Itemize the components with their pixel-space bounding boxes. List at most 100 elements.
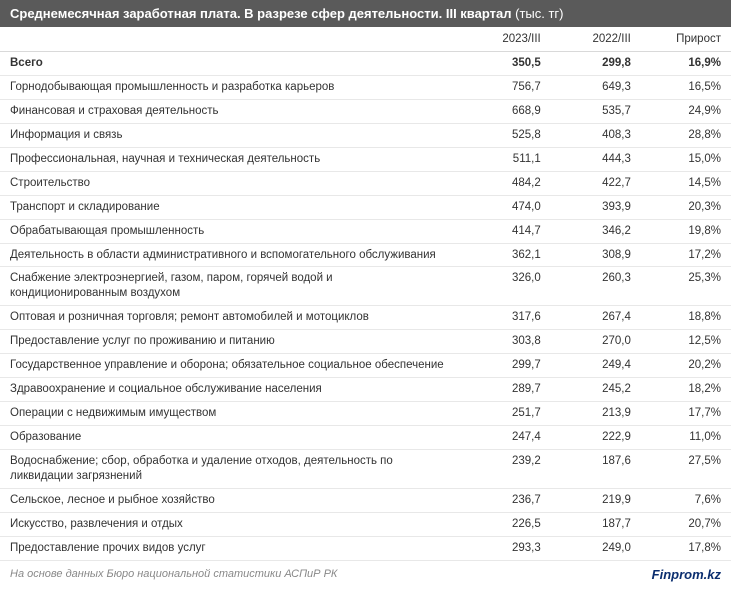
cell-v1: 756,7 [461, 75, 551, 99]
col-header-blank [0, 27, 461, 52]
cell-v1: 414,7 [461, 219, 551, 243]
title-unit: (тыс. тг) [515, 6, 563, 21]
table-row: Искусство, развлечения и отдых226,5187,7… [0, 512, 731, 536]
row-label: Государственное управление и оборона; об… [0, 354, 461, 378]
cell-v1: 350,5 [461, 52, 551, 76]
cell-v2: 270,0 [551, 330, 641, 354]
table-row: Информация и связь525,8408,328,8% [0, 123, 731, 147]
cell-v2: 393,9 [551, 195, 641, 219]
table-row: Строительство484,2422,714,5% [0, 171, 731, 195]
col-header-2023: 2023/III [461, 27, 551, 52]
cell-v1: 525,8 [461, 123, 551, 147]
row-label: Транспорт и складирование [0, 195, 461, 219]
table-row: Предоставление услуг по проживанию и пит… [0, 330, 731, 354]
cell-v2: 249,0 [551, 536, 641, 560]
cell-v2: 245,2 [551, 378, 641, 402]
table-row: Обрабатывающая промышленность414,7346,21… [0, 219, 731, 243]
cell-v3: 18,8% [641, 306, 731, 330]
cell-v1: 484,2 [461, 171, 551, 195]
cell-v2: 222,9 [551, 426, 641, 450]
row-label: Здравоохранение и социальное обслуживани… [0, 378, 461, 402]
cell-v3: 12,5% [641, 330, 731, 354]
cell-v3: 17,7% [641, 402, 731, 426]
cell-v1: 247,4 [461, 426, 551, 450]
cell-v2: 187,6 [551, 449, 641, 488]
source-text: На основе данных Бюро национальной стати… [10, 568, 337, 580]
cell-v2: 408,3 [551, 123, 641, 147]
table-row: Горнодобывающая промышленность и разрабо… [0, 75, 731, 99]
col-header-growth: Прирост [641, 27, 731, 52]
row-label: Горнодобывающая промышленность и разрабо… [0, 75, 461, 99]
cell-v3: 17,2% [641, 243, 731, 267]
table-row: Образование247,4222,911,0% [0, 426, 731, 450]
cell-v3: 16,9% [641, 52, 731, 76]
cell-v2: 346,2 [551, 219, 641, 243]
row-label: Искусство, развлечения и отдых [0, 512, 461, 536]
cell-v1: 293,3 [461, 536, 551, 560]
row-label: Строительство [0, 171, 461, 195]
cell-v1: 474,0 [461, 195, 551, 219]
cell-v3: 18,2% [641, 378, 731, 402]
cell-v2: 649,3 [551, 75, 641, 99]
footer: На основе данных Бюро национальной стати… [0, 561, 731, 590]
cell-v2: 299,8 [551, 52, 641, 76]
header-row: 2023/III 2022/III Прирост [0, 27, 731, 52]
brand-text: Finprom.kz [652, 567, 721, 582]
cell-v1: 239,2 [461, 449, 551, 488]
table-row: Снабжение электроэнергией, газом, паром,… [0, 267, 731, 306]
row-label: Деятельность в области административного… [0, 243, 461, 267]
cell-v1: 251,7 [461, 402, 551, 426]
row-label: Операции с недвижимым имуществом [0, 402, 461, 426]
table-row: Водоснабжение; сбор, обработка и удалени… [0, 449, 731, 488]
cell-v1: 303,8 [461, 330, 551, 354]
salary-table: 2023/III 2022/III Прирост Всего350,5299,… [0, 27, 731, 561]
row-label: Оптовая и розничная торговля; ремонт авт… [0, 306, 461, 330]
cell-v3: 19,8% [641, 219, 731, 243]
table-row: Транспорт и складирование474,0393,920,3% [0, 195, 731, 219]
row-label: Образование [0, 426, 461, 450]
table-row: Операции с недвижимым имуществом251,7213… [0, 402, 731, 426]
cell-v2: 308,9 [551, 243, 641, 267]
cell-v3: 16,5% [641, 75, 731, 99]
table-row: Финансовая и страховая деятельность668,9… [0, 99, 731, 123]
table-row: Деятельность в области административного… [0, 243, 731, 267]
cell-v3: 20,3% [641, 195, 731, 219]
table-row: Оптовая и розничная торговля; ремонт авт… [0, 306, 731, 330]
table-row: Государственное управление и оборона; об… [0, 354, 731, 378]
cell-v3: 28,8% [641, 123, 731, 147]
row-label: Снабжение электроэнергией, газом, паром,… [0, 267, 461, 306]
col-header-2022: 2022/III [551, 27, 641, 52]
table-row: Здравоохранение и социальное обслуживани… [0, 378, 731, 402]
cell-v2: 260,3 [551, 267, 641, 306]
cell-v2: 267,4 [551, 306, 641, 330]
title-main: Среднемесячная заработная плата. В разре… [10, 6, 511, 21]
cell-v1: 299,7 [461, 354, 551, 378]
cell-v1: 289,7 [461, 378, 551, 402]
row-label: Предоставление прочих видов услуг [0, 536, 461, 560]
cell-v1: 668,9 [461, 99, 551, 123]
total-row: Всего350,5299,816,9% [0, 52, 731, 76]
cell-v3: 17,8% [641, 536, 731, 560]
row-label: Обрабатывающая промышленность [0, 219, 461, 243]
row-label: Предоставление услуг по проживанию и пит… [0, 330, 461, 354]
cell-v1: 326,0 [461, 267, 551, 306]
cell-v2: 444,3 [551, 147, 641, 171]
row-label: Финансовая и страховая деятельность [0, 99, 461, 123]
cell-v3: 11,0% [641, 426, 731, 450]
cell-v3: 27,5% [641, 449, 731, 488]
cell-v3: 20,7% [641, 512, 731, 536]
cell-v2: 187,7 [551, 512, 641, 536]
table-row: Профессиональная, научная и техническая … [0, 147, 731, 171]
cell-v2: 422,7 [551, 171, 641, 195]
cell-v3: 15,0% [641, 147, 731, 171]
cell-v3: 24,9% [641, 99, 731, 123]
cell-v2: 535,7 [551, 99, 641, 123]
cell-v3: 20,2% [641, 354, 731, 378]
table-row: Предоставление прочих видов услуг293,324… [0, 536, 731, 560]
cell-v3: 25,3% [641, 267, 731, 306]
cell-v3: 14,5% [641, 171, 731, 195]
row-label: Водоснабжение; сбор, обработка и удалени… [0, 449, 461, 488]
cell-v2: 249,4 [551, 354, 641, 378]
row-label: Информация и связь [0, 123, 461, 147]
row-label: Всего [0, 52, 461, 76]
